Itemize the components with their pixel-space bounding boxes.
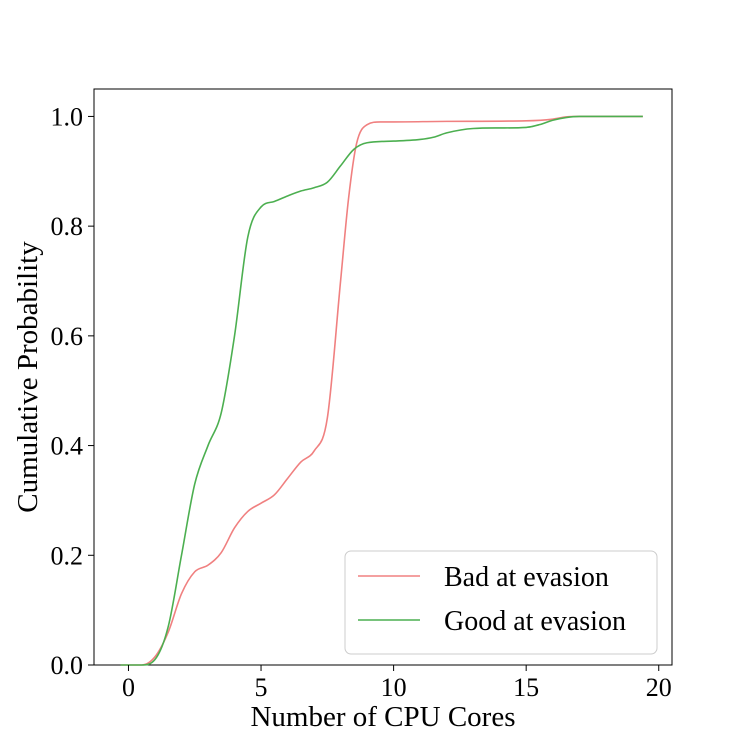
y-tick-label: 1.0 [51, 102, 84, 131]
x-axis: 0 5 10 15 20 [122, 665, 672, 702]
y-tick-label: 0.6 [51, 322, 84, 351]
y-axis: 0.0 0.2 0.4 0.6 0.8 1.0 [51, 102, 94, 680]
legend-box [344, 550, 658, 655]
series-line-bad-at-evasion [120, 115, 643, 666]
series-layer [120, 115, 643, 666]
x-tick-label: 5 [255, 673, 268, 702]
legend-label-good-at-evasion: Good at evasion [444, 606, 626, 637]
y-tick-label: 0.2 [51, 541, 84, 570]
plot-frame [93, 88, 673, 666]
x-tick-label: 10 [381, 673, 407, 702]
y-tick-label: 0.4 [51, 432, 84, 461]
legend: Bad at evasion Good at evasion [344, 550, 658, 655]
x-axis-label: Number of CPU Cores [250, 701, 515, 733]
x-tick-label: 20 [646, 673, 672, 702]
y-tick-label: 0.0 [51, 651, 84, 680]
series-line-good-at-evasion [120, 115, 643, 666]
legend-label-bad-at-evasion: Bad at evasion [444, 562, 609, 593]
x-tick-label: 15 [513, 673, 539, 702]
x-tick-label: 0 [122, 673, 135, 702]
y-tick-label: 0.8 [51, 212, 84, 241]
y-axis-label: Cumulative Probability [12, 241, 44, 513]
